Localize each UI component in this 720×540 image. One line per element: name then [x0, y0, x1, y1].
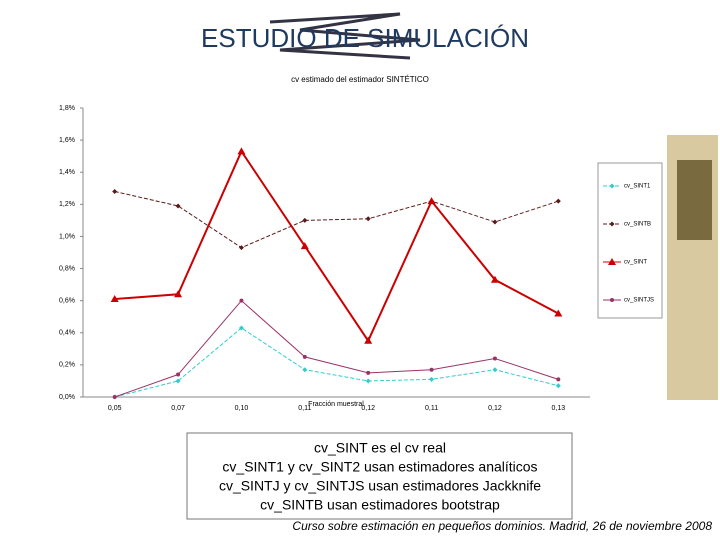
- data-point: [302, 217, 308, 223]
- data-point: [554, 309, 563, 317]
- data-point: [238, 325, 244, 331]
- series-line: [114, 299, 559, 398]
- legend-label: cv_SINTJS: [624, 298, 654, 304]
- data-point: [238, 245, 244, 251]
- data-point: [555, 383, 561, 389]
- x-axis-label: Fracción muestral: [308, 401, 364, 408]
- x-tick-label: 0,11: [298, 405, 311, 412]
- data-point: [237, 147, 246, 155]
- notes-box: [186, 432, 573, 520]
- legend-marker: [610, 298, 614, 302]
- x-tick-label: 0,10: [235, 405, 249, 412]
- x-tick-label: 0,12: [361, 405, 375, 412]
- x-tick-label: 0,12: [488, 405, 502, 412]
- x-tick-label: 0,07: [171, 405, 185, 412]
- data-point: [366, 370, 371, 375]
- y-tick-label: 1,4%: [59, 169, 75, 176]
- data-point: [555, 198, 561, 204]
- footer: Curso sobre estimación en pequeños domin…: [292, 519, 712, 533]
- y-tick-label: 1,8%: [59, 105, 75, 112]
- data-point: [365, 378, 371, 384]
- x-tick-label: 0,11: [425, 405, 438, 412]
- data-point: [300, 242, 309, 250]
- y-tick-label: 1,6%: [59, 137, 75, 144]
- note: cv_SINTB usan estimadores bootstrap: [260, 497, 500, 513]
- data-point: [492, 367, 498, 373]
- legend-box: [597, 162, 663, 319]
- data-point: [239, 298, 244, 303]
- y-tick-label: 0,0%: [59, 394, 75, 401]
- data-point: [174, 290, 183, 298]
- legend-label: cv_SINTB: [624, 222, 651, 228]
- note: cv_SINTJ y cv_SINTJS usan estimadores Ja…: [219, 478, 541, 494]
- data-point: [112, 188, 118, 194]
- y-tick-label: 0,4%: [59, 330, 75, 337]
- data-point: [175, 203, 181, 209]
- slide-title: ESTUDIO DE SIMULACIÓN: [201, 23, 529, 53]
- data-point: [492, 356, 497, 361]
- data-point: [175, 378, 181, 384]
- y-tick-label: 1,0%: [59, 233, 75, 240]
- legend-label: cv_SINT: [624, 260, 647, 266]
- data-point: [364, 336, 373, 344]
- data-point: [112, 395, 117, 399]
- side-image-detail: [677, 160, 712, 240]
- data-point: [429, 376, 435, 382]
- legend-marker: [609, 221, 615, 227]
- data-point: [427, 197, 436, 205]
- data-point: [490, 275, 499, 283]
- decoration: [269, 12, 421, 60]
- note: cv_SINT es el cv real: [314, 440, 446, 456]
- data-point: [429, 367, 434, 372]
- legend-marker: [609, 183, 615, 189]
- y-tick-label: 0,2%: [59, 362, 75, 369]
- data-point: [556, 377, 561, 382]
- data-point: [365, 216, 371, 222]
- data-point: [176, 372, 181, 377]
- chart-title: cv estimado del estimador SINTÉTICO: [291, 75, 429, 84]
- data-point: [110, 295, 119, 303]
- x-tick-label: 0,05: [108, 405, 122, 412]
- y-tick-label: 1,2%: [59, 201, 75, 208]
- x-tick-label: 0,13: [552, 405, 566, 412]
- y-tick-label: 0,6%: [59, 298, 75, 305]
- legend-marker: [608, 258, 616, 265]
- data-point: [302, 354, 307, 359]
- note: cv_SINT1 y cv_SINT2 usan estimadores ana…: [222, 459, 537, 475]
- legend-label: cv_SINT1: [624, 184, 651, 190]
- data-point: [302, 367, 308, 373]
- series-line: [114, 327, 559, 398]
- series-line: [114, 191, 559, 249]
- data-point: [492, 219, 498, 225]
- y-tick-label: 0,8%: [59, 265, 75, 272]
- series-line: [114, 149, 559, 343]
